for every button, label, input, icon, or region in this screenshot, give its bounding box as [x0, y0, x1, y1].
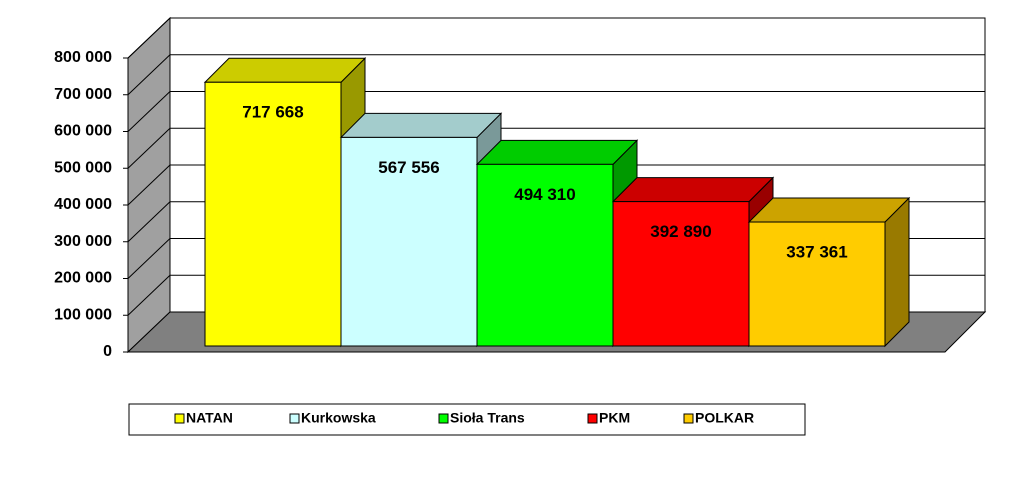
bar	[340, 136, 478, 347]
bar-top	[747, 197, 911, 223]
grid-line	[127, 201, 171, 243]
y-tick-label: 700 000	[54, 86, 112, 103]
grid-line	[127, 91, 171, 132]
legend-swatch	[289, 413, 300, 424]
legend-swatch	[174, 413, 185, 424]
bar	[748, 221, 886, 347]
y-tick-label: 400 000	[54, 196, 112, 213]
bar-top	[475, 139, 639, 165]
grid-line	[127, 164, 171, 206]
legend-swatch	[683, 413, 694, 424]
value-label: 567 556	[378, 158, 439, 177]
grid-line	[127, 274, 171, 316]
value-label: 392 890	[650, 222, 711, 241]
bar-top	[611, 177, 775, 203]
y-tick-label: 200 000	[54, 270, 112, 287]
bar-top	[339, 112, 503, 138]
value-label: 337 361	[786, 243, 847, 262]
legend-label: POLKAR	[695, 410, 754, 426]
y-tick-label: 500 000	[54, 159, 112, 176]
y-tick-label: 600 000	[54, 123, 112, 140]
legend-label: Kurkowska	[301, 410, 376, 426]
y-tick-label: 800 000	[54, 49, 112, 66]
grid-line	[127, 17, 171, 59]
y-tick-label: 100 000	[54, 306, 112, 323]
bar	[204, 81, 342, 347]
grid-line	[127, 127, 171, 169]
bar	[612, 201, 750, 347]
y-tick-label: 0	[103, 343, 112, 360]
grid-line	[127, 54, 171, 96]
legend-swatch	[438, 413, 449, 424]
legend-label: PKM	[599, 410, 630, 426]
legend-label: NATAN	[186, 410, 233, 426]
legend-swatch	[587, 413, 598, 424]
bar	[476, 163, 614, 347]
grid-line	[127, 238, 171, 279]
y-tick-label: 300 000	[54, 233, 112, 250]
bar-top	[203, 57, 367, 83]
bar-side	[884, 196, 910, 348]
value-label: 494 310	[514, 185, 575, 204]
legend-label: Sioła Trans	[450, 410, 525, 426]
value-label: 717 668	[242, 103, 303, 122]
